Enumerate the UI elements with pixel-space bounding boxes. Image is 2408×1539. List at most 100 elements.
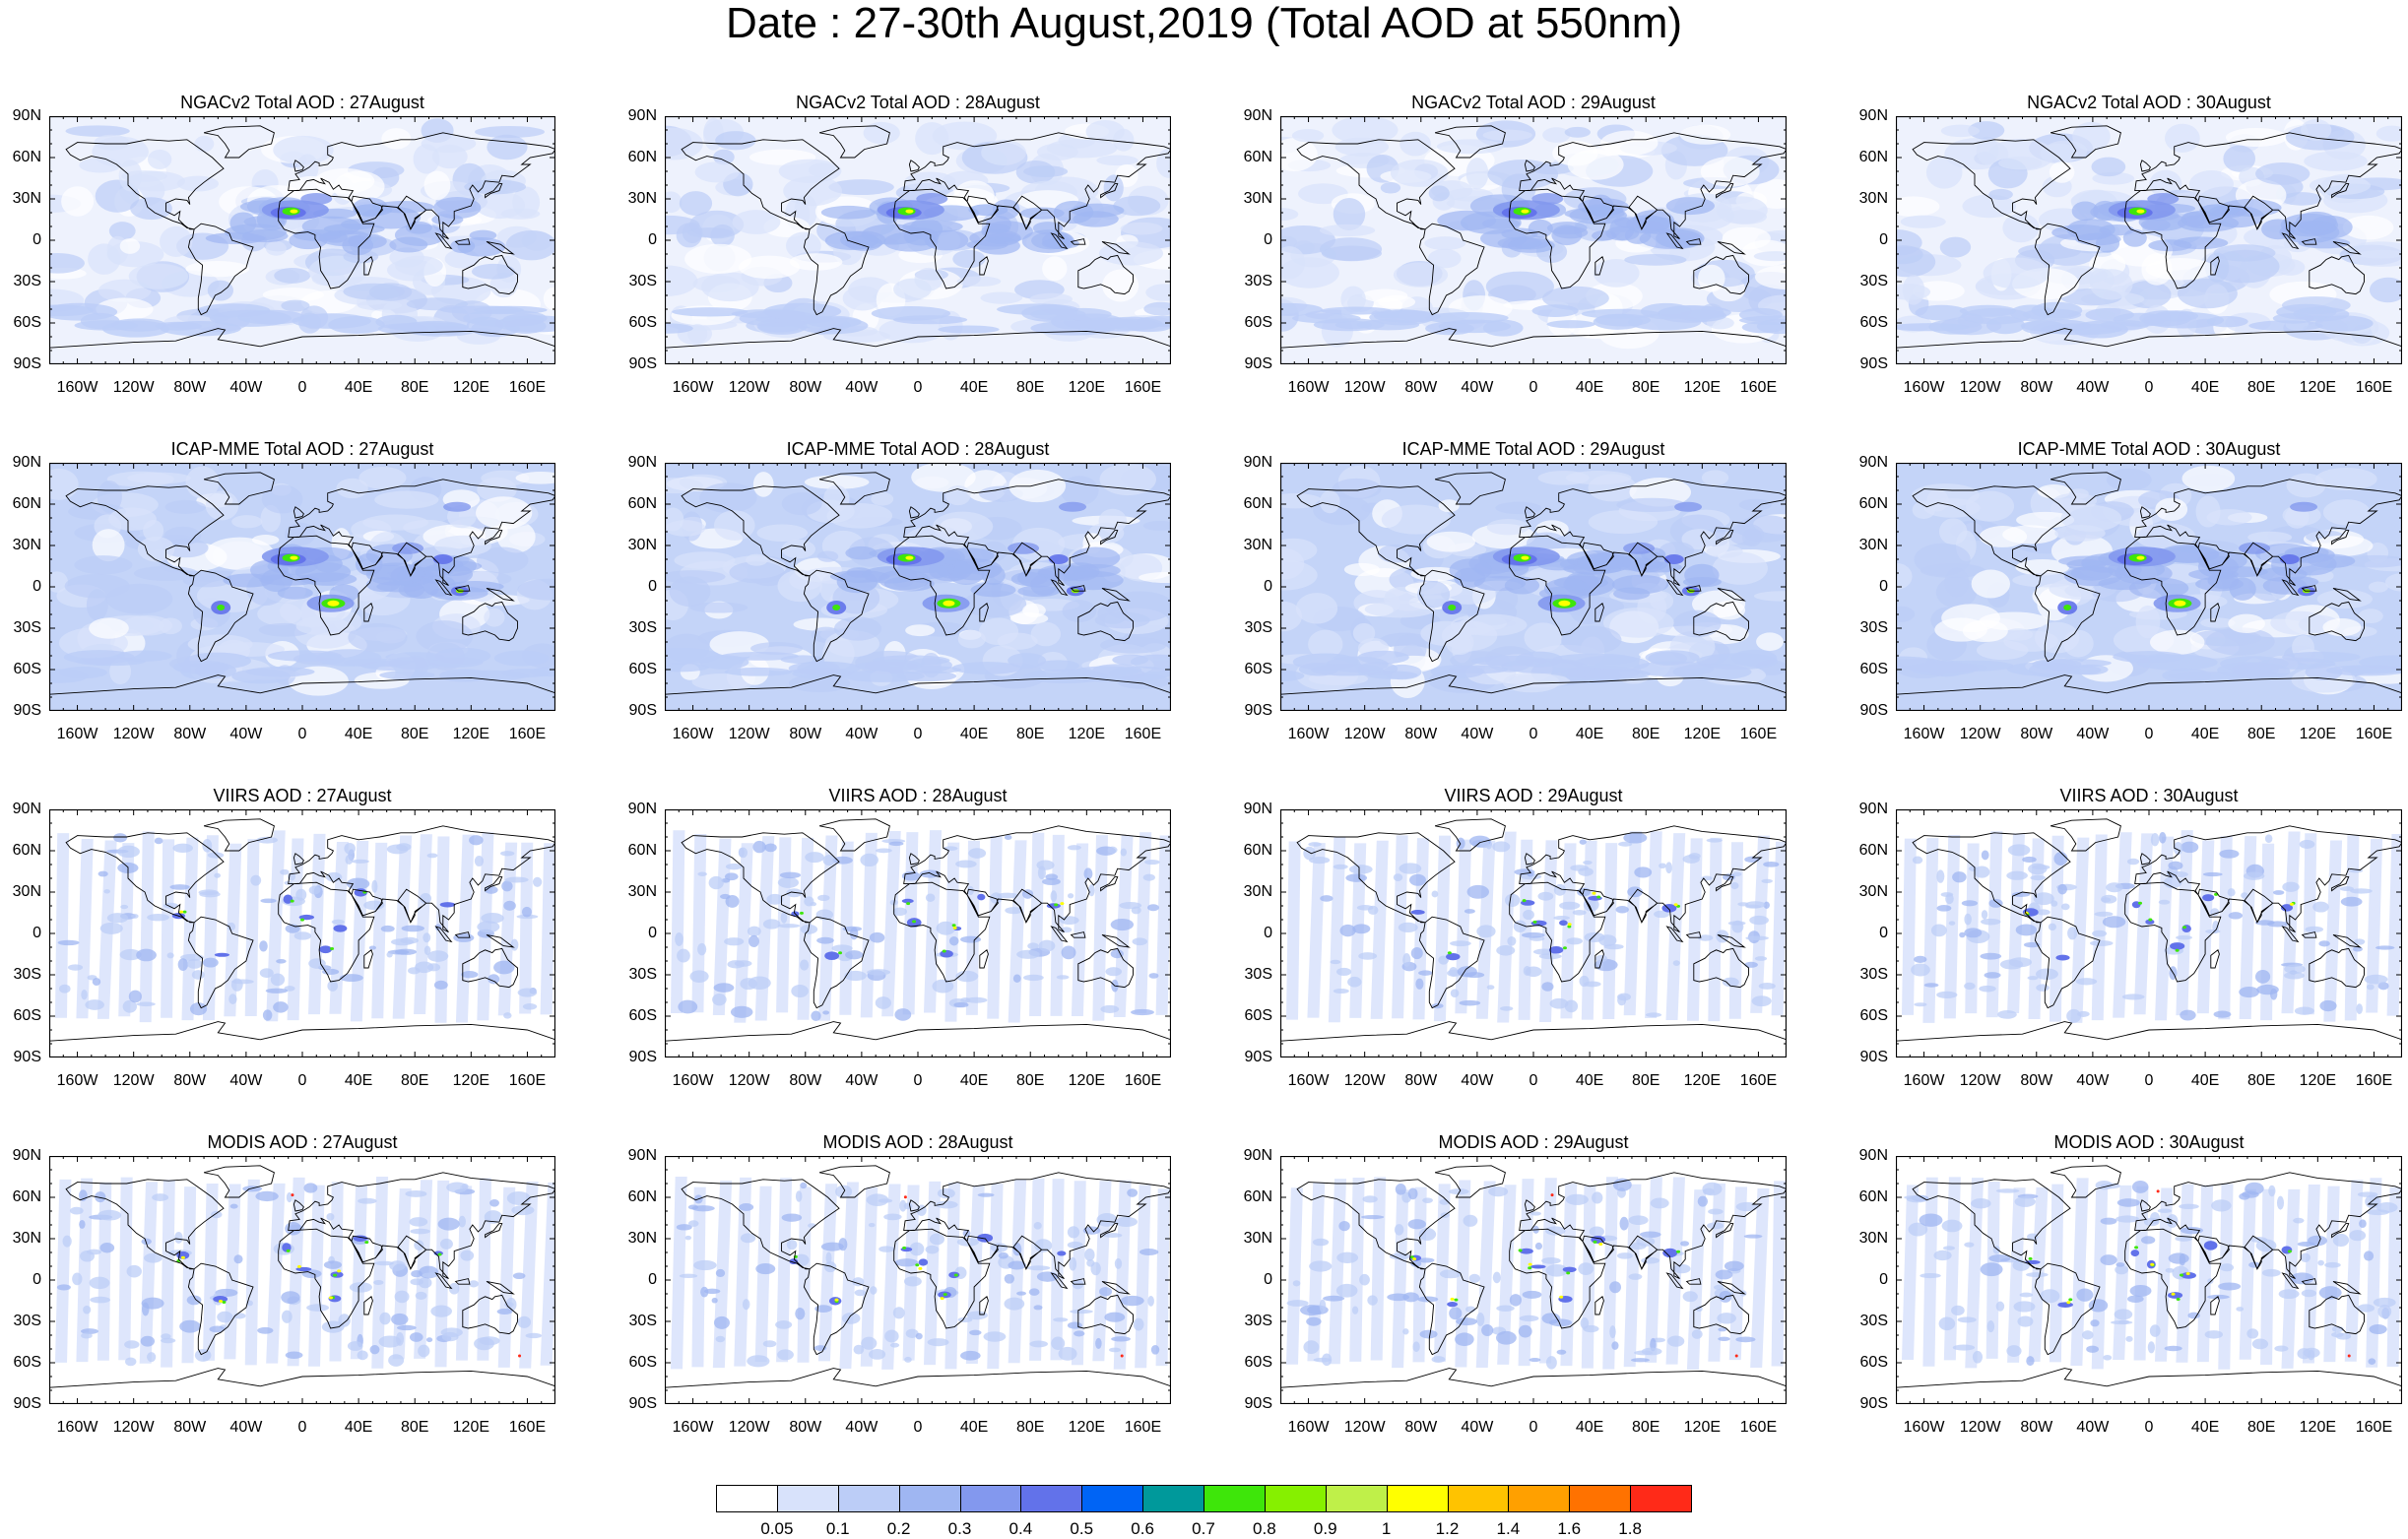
lat-tick-label: 0 [33, 231, 41, 248]
lat-tick-label: 30N [1858, 883, 1888, 900]
lon-tick-label: 0 [2144, 1072, 2154, 1089]
lat-tick-label: 60S [1244, 314, 1272, 331]
lon-tick-label: 120W [728, 1419, 770, 1436]
coastline-outline [665, 818, 1171, 1042]
lon-tick-label: 120W [1959, 379, 2001, 396]
lon-tick-label: 120E [1683, 1072, 1722, 1089]
coastline-outline [1280, 472, 1787, 695]
lat-tick-label: 60S [628, 661, 657, 677]
lon-tick-label: 40W [2076, 1419, 2110, 1436]
coastline-outline [1896, 818, 2402, 1042]
lon-tick-label: 160W [56, 726, 98, 742]
colorbar-label: 0.5 [1070, 1519, 1094, 1538]
colorbar-label: 0.6 [1131, 1519, 1154, 1538]
map-panel: NGACv2 Total AOD : 28August 90N 60N 30N 0 30S… [616, 89, 1231, 428]
colorbar-swatch [1264, 1485, 1327, 1512]
panel-title: ICAP-MME Total AOD : 27August [170, 439, 434, 459]
axis-ticks [1896, 809, 2402, 1058]
aod-map [1896, 116, 2402, 364]
lat-tick-label: 90N [1858, 801, 1888, 817]
lon-tick-label: 40E [959, 1072, 989, 1089]
lon-tick-label: 80E [1015, 1072, 1045, 1089]
colorbar-label: 1.6 [1557, 1519, 1582, 1538]
colorbar-label: 1 [1381, 1519, 1392, 1538]
lon-tick-label: 120E [2299, 379, 2337, 396]
lat-tick-label: 60S [628, 1007, 657, 1024]
lon-tick-label: 120E [452, 1419, 490, 1436]
axis-ticks [1896, 116, 2402, 364]
lon-tick-label: 120E [1068, 726, 1106, 742]
lat-tick-label: 60S [1244, 661, 1272, 677]
lon-tick-label: 0 [1529, 379, 1538, 396]
lon-tick-label: 40W [1461, 1072, 1494, 1089]
aod-map [49, 116, 555, 364]
lon-tick-label: 160W [1287, 379, 1330, 396]
lon-tick-label: 120E [452, 726, 490, 742]
lat-tick-label: 60N [627, 495, 657, 512]
lon-tick-label: 80W [173, 726, 207, 742]
lon-tick-label: 120W [1959, 1419, 2001, 1436]
lat-tick-label: 60S [1859, 1007, 1888, 1024]
lat-tick-label: 90N [627, 454, 657, 471]
lon-tick-label: 40W [2076, 1072, 2110, 1089]
lon-tick-label: 80W [1404, 726, 1438, 742]
colorbar-swatch [1142, 1485, 1204, 1512]
lon-tick-label: 0 [297, 1419, 307, 1436]
colorbar-label: 0.2 [886, 1519, 911, 1538]
lat-tick-label: 60N [1243, 1188, 1272, 1205]
lon-tick-label: 160E [508, 1419, 547, 1436]
lat-tick-label: 90S [13, 1049, 41, 1065]
lon-tick-label: 0 [913, 1072, 923, 1089]
colorbar-swatch [1325, 1485, 1388, 1512]
lon-tick-label: 0 [2144, 1419, 2154, 1436]
lon-tick-label: 0 [913, 379, 923, 396]
map-panel: MODIS AOD : 27August 90N 60N 30N 0 30S 60S 90S 1… [0, 1128, 616, 1468]
aod-map [49, 463, 555, 711]
lon-tick-label: 80E [1015, 726, 1045, 742]
lon-tick-label: 120E [2299, 726, 2337, 742]
lon-tick-label: 80W [173, 1419, 207, 1436]
lat-tick-label: 30N [12, 190, 41, 207]
aod-map [1896, 463, 2402, 711]
lat-tick-label: 60S [13, 314, 41, 331]
lat-tick-label: 90S [1244, 1395, 1272, 1412]
lat-tick-label: 0 [1879, 578, 1888, 595]
panel-title: NGACv2 Total AOD : 28August [796, 93, 1040, 112]
lat-tick-label: 0 [33, 1271, 41, 1288]
coastline-outline [1280, 125, 1787, 349]
figure-title: Date : 27-30th August,2019 (Total AOD at… [725, 0, 1683, 47]
lon-tick-label: 80W [789, 379, 822, 396]
map-panel: MODIS AOD : 29August 90N 60N 30N 0 30S 60S 90S 1… [1231, 1128, 1847, 1468]
aod-map [49, 809, 555, 1058]
panel-title: MODIS AOD : 30August [2053, 1132, 2245, 1152]
lat-tick-label: 90S [1244, 355, 1272, 372]
lon-tick-label: 80E [400, 1072, 429, 1089]
aod-map [1896, 809, 2402, 1058]
aod-map [665, 809, 1171, 1058]
lon-tick-label: 160W [56, 1072, 98, 1089]
lat-tick-label: 30S [628, 966, 657, 983]
lon-tick-label: 40W [2076, 726, 2110, 742]
lat-tick-label: 30N [12, 1230, 41, 1247]
lat-tick-label: 90N [627, 107, 657, 124]
lon-tick-label: 80E [1631, 1419, 1660, 1436]
lat-tick-label: 30S [13, 1313, 41, 1329]
lon-tick-label: 120W [112, 1419, 155, 1436]
lat-tick-label: 60N [1858, 495, 1888, 512]
lat-tick-label: 90S [628, 702, 657, 719]
lon-tick-label: 40W [2076, 379, 2110, 396]
map-panel: ICAP-MME Total AOD : 27August 90N 60N 30N 0 3… [0, 435, 616, 775]
lon-tick-label: 160W [672, 379, 714, 396]
lat-tick-label: 30S [13, 273, 41, 289]
colorbar-label: 0.8 [1253, 1519, 1276, 1538]
lon-tick-label: 160E [1124, 1072, 1162, 1089]
lat-tick-label: 0 [1879, 925, 1888, 941]
lat-tick-label: 90S [1244, 702, 1272, 719]
lat-tick-label: 30S [628, 1313, 657, 1329]
colorbar-swatch [1204, 1485, 1266, 1512]
lon-tick-label: 40E [344, 379, 373, 396]
lat-tick-label: 30N [627, 190, 657, 207]
lon-tick-label: 40W [229, 379, 263, 396]
lon-tick-label: 160E [1739, 1419, 1778, 1436]
